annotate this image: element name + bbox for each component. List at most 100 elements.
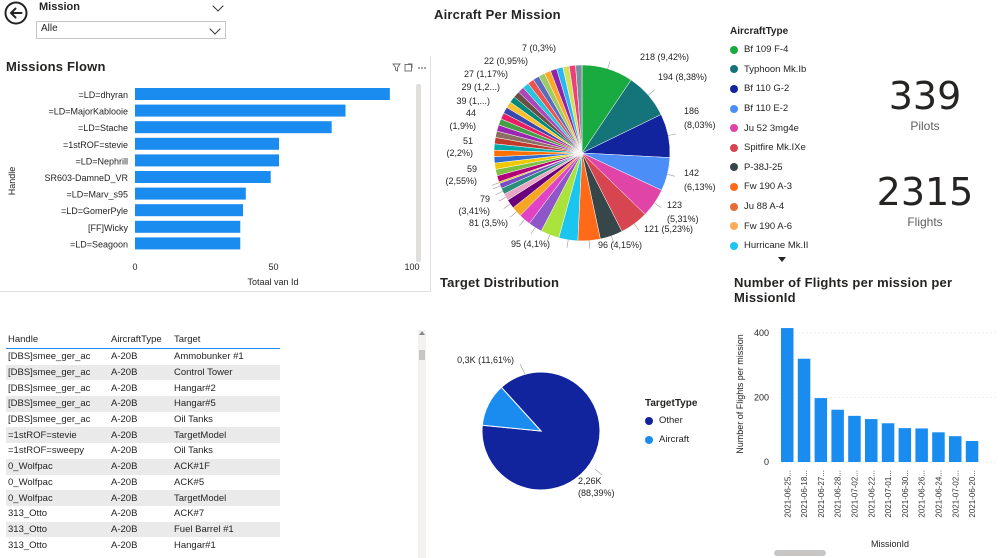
- table-scrollbar[interactable]: [418, 330, 426, 558]
- cell-target: ACK#1F: [172, 458, 280, 475]
- legend-item[interactable]: Typhoon Mk.Ib: [730, 60, 850, 80]
- cell-target: Oil Tanks: [174, 445, 213, 457]
- data-label: 142: [684, 168, 699, 178]
- cell-target: Control Tower: [172, 364, 280, 381]
- x-tick-label: 2021-06-28...: [834, 470, 843, 518]
- mission-slicer-collapse-icon[interactable]: [212, 0, 226, 12]
- x-tick-label: 2021-06-18...: [800, 470, 809, 518]
- bar: [135, 204, 244, 217]
- pie-slice-aircraft: [481, 386, 543, 432]
- legend-color-dot: [730, 202, 738, 211]
- data-label: 59: [467, 164, 477, 174]
- flights-value: 2315: [876, 170, 974, 214]
- bar: [135, 121, 332, 134]
- missions-flown-visual[interactable]: Missions Flown =LD=dhyran =LD=MajorKabloo…: [0, 56, 431, 292]
- scroll-up-icon[interactable]: [419, 331, 425, 335]
- back-button[interactable]: [4, 1, 28, 25]
- cell-target: Hangar#5: [172, 396, 280, 412]
- data-label: (3,41%): [458, 206, 490, 216]
- legend-item[interactable]: Ju 52 3mg4e: [730, 118, 850, 138]
- legend-item-label: Ju 88 A-4: [744, 201, 785, 213]
- category-label: =1stROF=stevie: [63, 140, 128, 150]
- category-label: =LD=Marv_s95: [66, 190, 128, 200]
- column-header-handle[interactable]: Handle: [6, 330, 109, 349]
- bar: [814, 398, 828, 462]
- legend-label-other: Other: [659, 415, 683, 426]
- cell-target: TargetModel: [172, 490, 280, 506]
- target-distribution-title: Target Distribution: [440, 275, 560, 290]
- data-label: (2,55%): [445, 176, 477, 186]
- table-row[interactable]: 0_Wolfpac A-20B ACK#1F: [6, 458, 280, 475]
- bar: [831, 409, 844, 462]
- legend-item[interactable]: Spitfire Mk.IXe: [730, 138, 850, 158]
- legend-color-dot: [730, 65, 738, 74]
- legend-color-dot: [730, 45, 738, 54]
- mission-slicer-label: Mission: [39, 1, 80, 13]
- legend-item[interactable]: Bf 110 G-2: [730, 79, 850, 99]
- category-label: =LD=Nephrill: [75, 156, 128, 166]
- legend-item[interactable]: Fw 190 A-3: [730, 177, 850, 197]
- legend-item[interactable]: Hurricane Mk.II: [730, 236, 850, 256]
- table-row[interactable]: 313_Otto A-20B Fuel Barrel #1: [6, 521, 280, 538]
- cell-target: ACK#7: [174, 508, 205, 520]
- table-row[interactable]: [DBS]smee_ger_ac A-20B Ammobunker #1: [6, 349, 280, 365]
- more-options-icon[interactable]: [418, 67, 426, 69]
- table-row[interactable]: 0_Wolfpac A-20B TargetModel: [6, 490, 280, 506]
- legend-item-aircraft[interactable]: Aircraft: [645, 430, 725, 449]
- data-label: 29 (1,2...): [461, 82, 500, 92]
- bar: [965, 441, 979, 462]
- legend-label-aircraft: Aircraft: [659, 434, 690, 445]
- table-row[interactable]: =1stROF=sweepy A-20B Oil Tanks: [6, 443, 280, 459]
- legend-scroll-down-icon[interactable]: [778, 256, 786, 262]
- table-row[interactable]: 313_Otto A-20B ACK#7: [6, 506, 280, 522]
- data-label: 44: [466, 108, 476, 118]
- x-axis-title: MissionId: [871, 539, 909, 549]
- mission-dropdown[interactable]: Alle: [36, 21, 226, 39]
- legend-item[interactable]: Bf 110 E-2: [730, 99, 850, 119]
- focus-mode-icon[interactable]: [404, 63, 413, 72]
- legend-item[interactable]: Fw 190 A-6: [730, 216, 850, 236]
- legend-item[interactable]: P-38J-25: [730, 158, 850, 178]
- scrollbar-thumb[interactable]: [419, 350, 425, 360]
- table-row[interactable]: 313_Otto A-20B Hangar#1: [6, 537, 280, 553]
- back-arrow-icon: [4, 1, 28, 25]
- leader-line: [594, 468, 603, 476]
- table-row[interactable]: [DBS]smee_ger_ac A-20B Control Tower: [6, 364, 280, 381]
- bar: [135, 220, 241, 233]
- category-label: =LD=Seagoon: [70, 239, 128, 249]
- cell-target: ACK#5: [174, 476, 205, 488]
- legend-item-other[interactable]: Other: [645, 411, 725, 430]
- leader-line: [491, 182, 500, 186]
- cell-handle: 0_Wolfpac: [8, 476, 53, 488]
- data-label: 7 (0,3%): [522, 43, 556, 53]
- cell-aircrafttype: A-20B: [109, 490, 172, 506]
- table-row[interactable]: =1stROF=stevie A-20B TargetModel: [6, 427, 280, 444]
- mission-slicer: Mission Alle: [36, 0, 226, 40]
- filter-icon[interactable]: [392, 63, 401, 72]
- column-header-aircrafttype[interactable]: AircraftType: [109, 330, 172, 349]
- cell-handle: 313_Otto: [6, 521, 109, 538]
- aircraft-type-legend: AircraftType Bf 109 F-4 Typhoon Mk.Ib Bf 1…: [730, 26, 850, 262]
- x-tick-label: 2021-06-24...: [934, 470, 943, 518]
- cell-target: Hangar#2: [174, 382, 216, 394]
- flights-label: Flights: [907, 215, 943, 229]
- data-label-aircraft: 0,3K (11,61%): [457, 355, 514, 365]
- cell-handle: [DBS]smee_ger_ac: [6, 364, 109, 381]
- legend-color-dot: [730, 124, 738, 133]
- table-row[interactable]: [DBS]smee_ger_ac A-20B Hangar#2: [6, 380, 280, 396]
- legend-title: AircraftType: [730, 26, 789, 37]
- leader-line: [519, 219, 525, 226]
- data-label-other: 2,26K: [578, 476, 602, 486]
- legend-item[interactable]: Bf 109 F-4: [730, 40, 850, 60]
- table-row[interactable]: [DBS]smee_ger_ac A-20B Oil Tanks: [6, 412, 280, 428]
- legend-item[interactable]: Ju 88 A-4: [730, 197, 850, 217]
- pilot-target-table[interactable]: Handle AircraftType Target [DBS]smee_ger…: [6, 330, 430, 558]
- legend-item-label: P-38J-25: [744, 161, 783, 173]
- leader-line: [546, 234, 551, 243]
- x-tick-label: 2021-06-25...: [783, 470, 792, 518]
- column-header-target[interactable]: Target: [172, 330, 280, 349]
- table-row[interactable]: [DBS]smee_ger_ac A-20B Hangar#5: [6, 396, 280, 412]
- table-row[interactable]: 0_Wolfpac A-20B ACK#5: [6, 475, 280, 491]
- leader-line: [648, 89, 655, 96]
- cell-aircrafttype: A-20B: [111, 508, 138, 520]
